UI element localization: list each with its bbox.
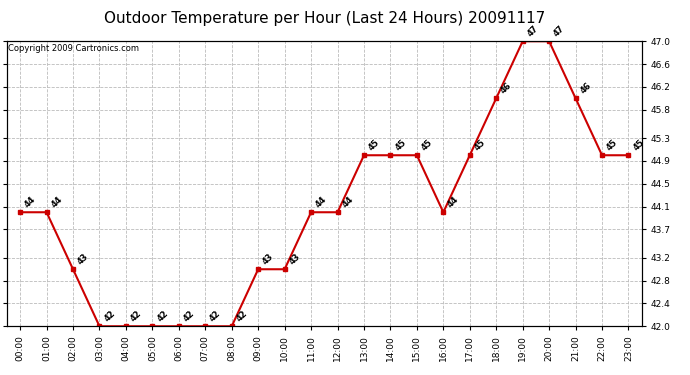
Text: 45: 45 — [393, 138, 408, 153]
Text: 42: 42 — [181, 309, 196, 324]
Text: 42: 42 — [155, 309, 170, 324]
Text: Copyright 2009 Cartronics.com: Copyright 2009 Cartronics.com — [8, 44, 139, 53]
Text: 45: 45 — [473, 138, 487, 153]
Text: 44: 44 — [314, 195, 328, 210]
Text: 42: 42 — [235, 309, 249, 324]
Text: 47: 47 — [552, 24, 566, 39]
Text: 46: 46 — [499, 81, 513, 96]
Text: 44: 44 — [446, 195, 461, 210]
Text: 45: 45 — [631, 138, 646, 153]
Text: 45: 45 — [605, 138, 620, 153]
Text: 42: 42 — [129, 309, 144, 324]
Text: 43: 43 — [261, 252, 275, 267]
Text: 43: 43 — [76, 252, 90, 267]
Text: Outdoor Temperature per Hour (Last 24 Hours) 20091117: Outdoor Temperature per Hour (Last 24 Ho… — [104, 11, 545, 26]
Text: 44: 44 — [340, 195, 355, 210]
Text: 43: 43 — [288, 252, 302, 267]
Text: 46: 46 — [578, 81, 593, 96]
Text: 44: 44 — [23, 195, 37, 210]
Text: 44: 44 — [50, 195, 64, 210]
Text: 42: 42 — [208, 309, 223, 324]
Text: 45: 45 — [367, 138, 382, 153]
Text: 45: 45 — [420, 138, 434, 153]
Text: 47: 47 — [526, 24, 540, 39]
Text: 42: 42 — [102, 309, 117, 324]
